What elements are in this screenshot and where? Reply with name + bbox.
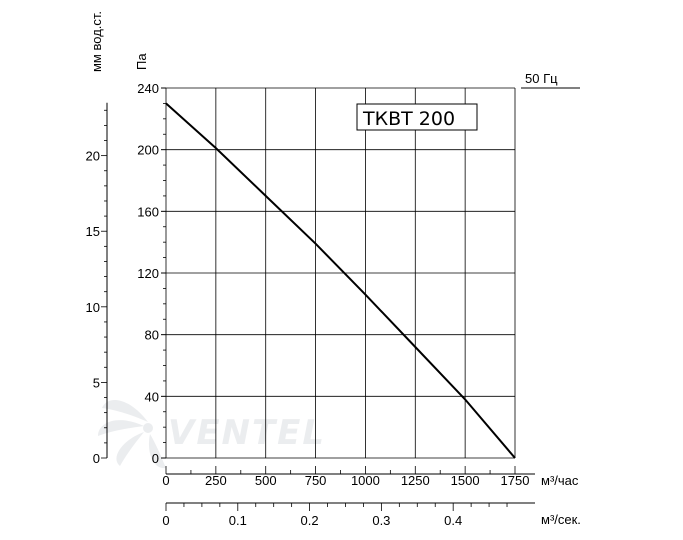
y-primary-tick-label: 240 xyxy=(137,81,159,96)
frequency-label: 50 Гц xyxy=(525,71,558,86)
y-secondary-tick-label: 5 xyxy=(93,375,100,390)
x-primary-unit: м³/час xyxy=(541,473,579,488)
model-label-box xyxy=(356,103,478,131)
x-secondary-tick-label: 0.2 xyxy=(301,513,319,528)
x-primary-tick-label: 500 xyxy=(255,473,277,488)
y-primary-tick-label: 80 xyxy=(145,328,159,343)
y-secondary-tick-label: 0 xyxy=(93,451,100,466)
x-secondary-tick-label: 0 xyxy=(162,513,169,528)
y-primary-tick-label: 160 xyxy=(137,204,159,219)
y-primary-tick-label: 120 xyxy=(137,266,159,281)
x-primary-tick-label: 0 xyxy=(162,473,169,488)
x-primary-tick-label: 1750 xyxy=(501,473,530,488)
x-primary-tick-label: 750 xyxy=(305,473,327,488)
y-secondary-tick-label: 15 xyxy=(86,224,100,239)
x-secondary-tick-label: 0.4 xyxy=(444,513,462,528)
x-primary-tick-label: 1500 xyxy=(451,473,480,488)
model-label: ТКВТ 200 xyxy=(362,108,455,130)
fan-logo-icon xyxy=(98,399,166,469)
y-primary-tick-label: 0 xyxy=(152,451,159,466)
ventel-logo-text: VENTEL xyxy=(168,413,326,453)
x-primary-tick-label: 1000 xyxy=(351,473,380,488)
ventel-watermark: VENTEL xyxy=(98,399,326,469)
y-secondary-tick-label: 20 xyxy=(86,149,100,164)
y-secondary-tick-label: 10 xyxy=(86,300,100,315)
y-primary-tick-label: 200 xyxy=(137,143,159,158)
x-primary-tick-label: 1250 xyxy=(401,473,430,488)
x-secondary-tick-label: 0.3 xyxy=(372,513,390,528)
grid xyxy=(165,87,516,459)
x-secondary-tick-label: 0.1 xyxy=(229,513,247,528)
y-secondary-unit: мм вод.ст. xyxy=(89,11,104,72)
y-primary-tick-label: 40 xyxy=(145,389,159,404)
axes xyxy=(101,87,535,511)
y-primary-unit: Па xyxy=(134,53,149,70)
series xyxy=(165,102,516,459)
x-primary-tick-label: 250 xyxy=(205,473,227,488)
x-secondary-unit: м³/сек. xyxy=(541,512,581,527)
performance-curve xyxy=(165,102,516,459)
